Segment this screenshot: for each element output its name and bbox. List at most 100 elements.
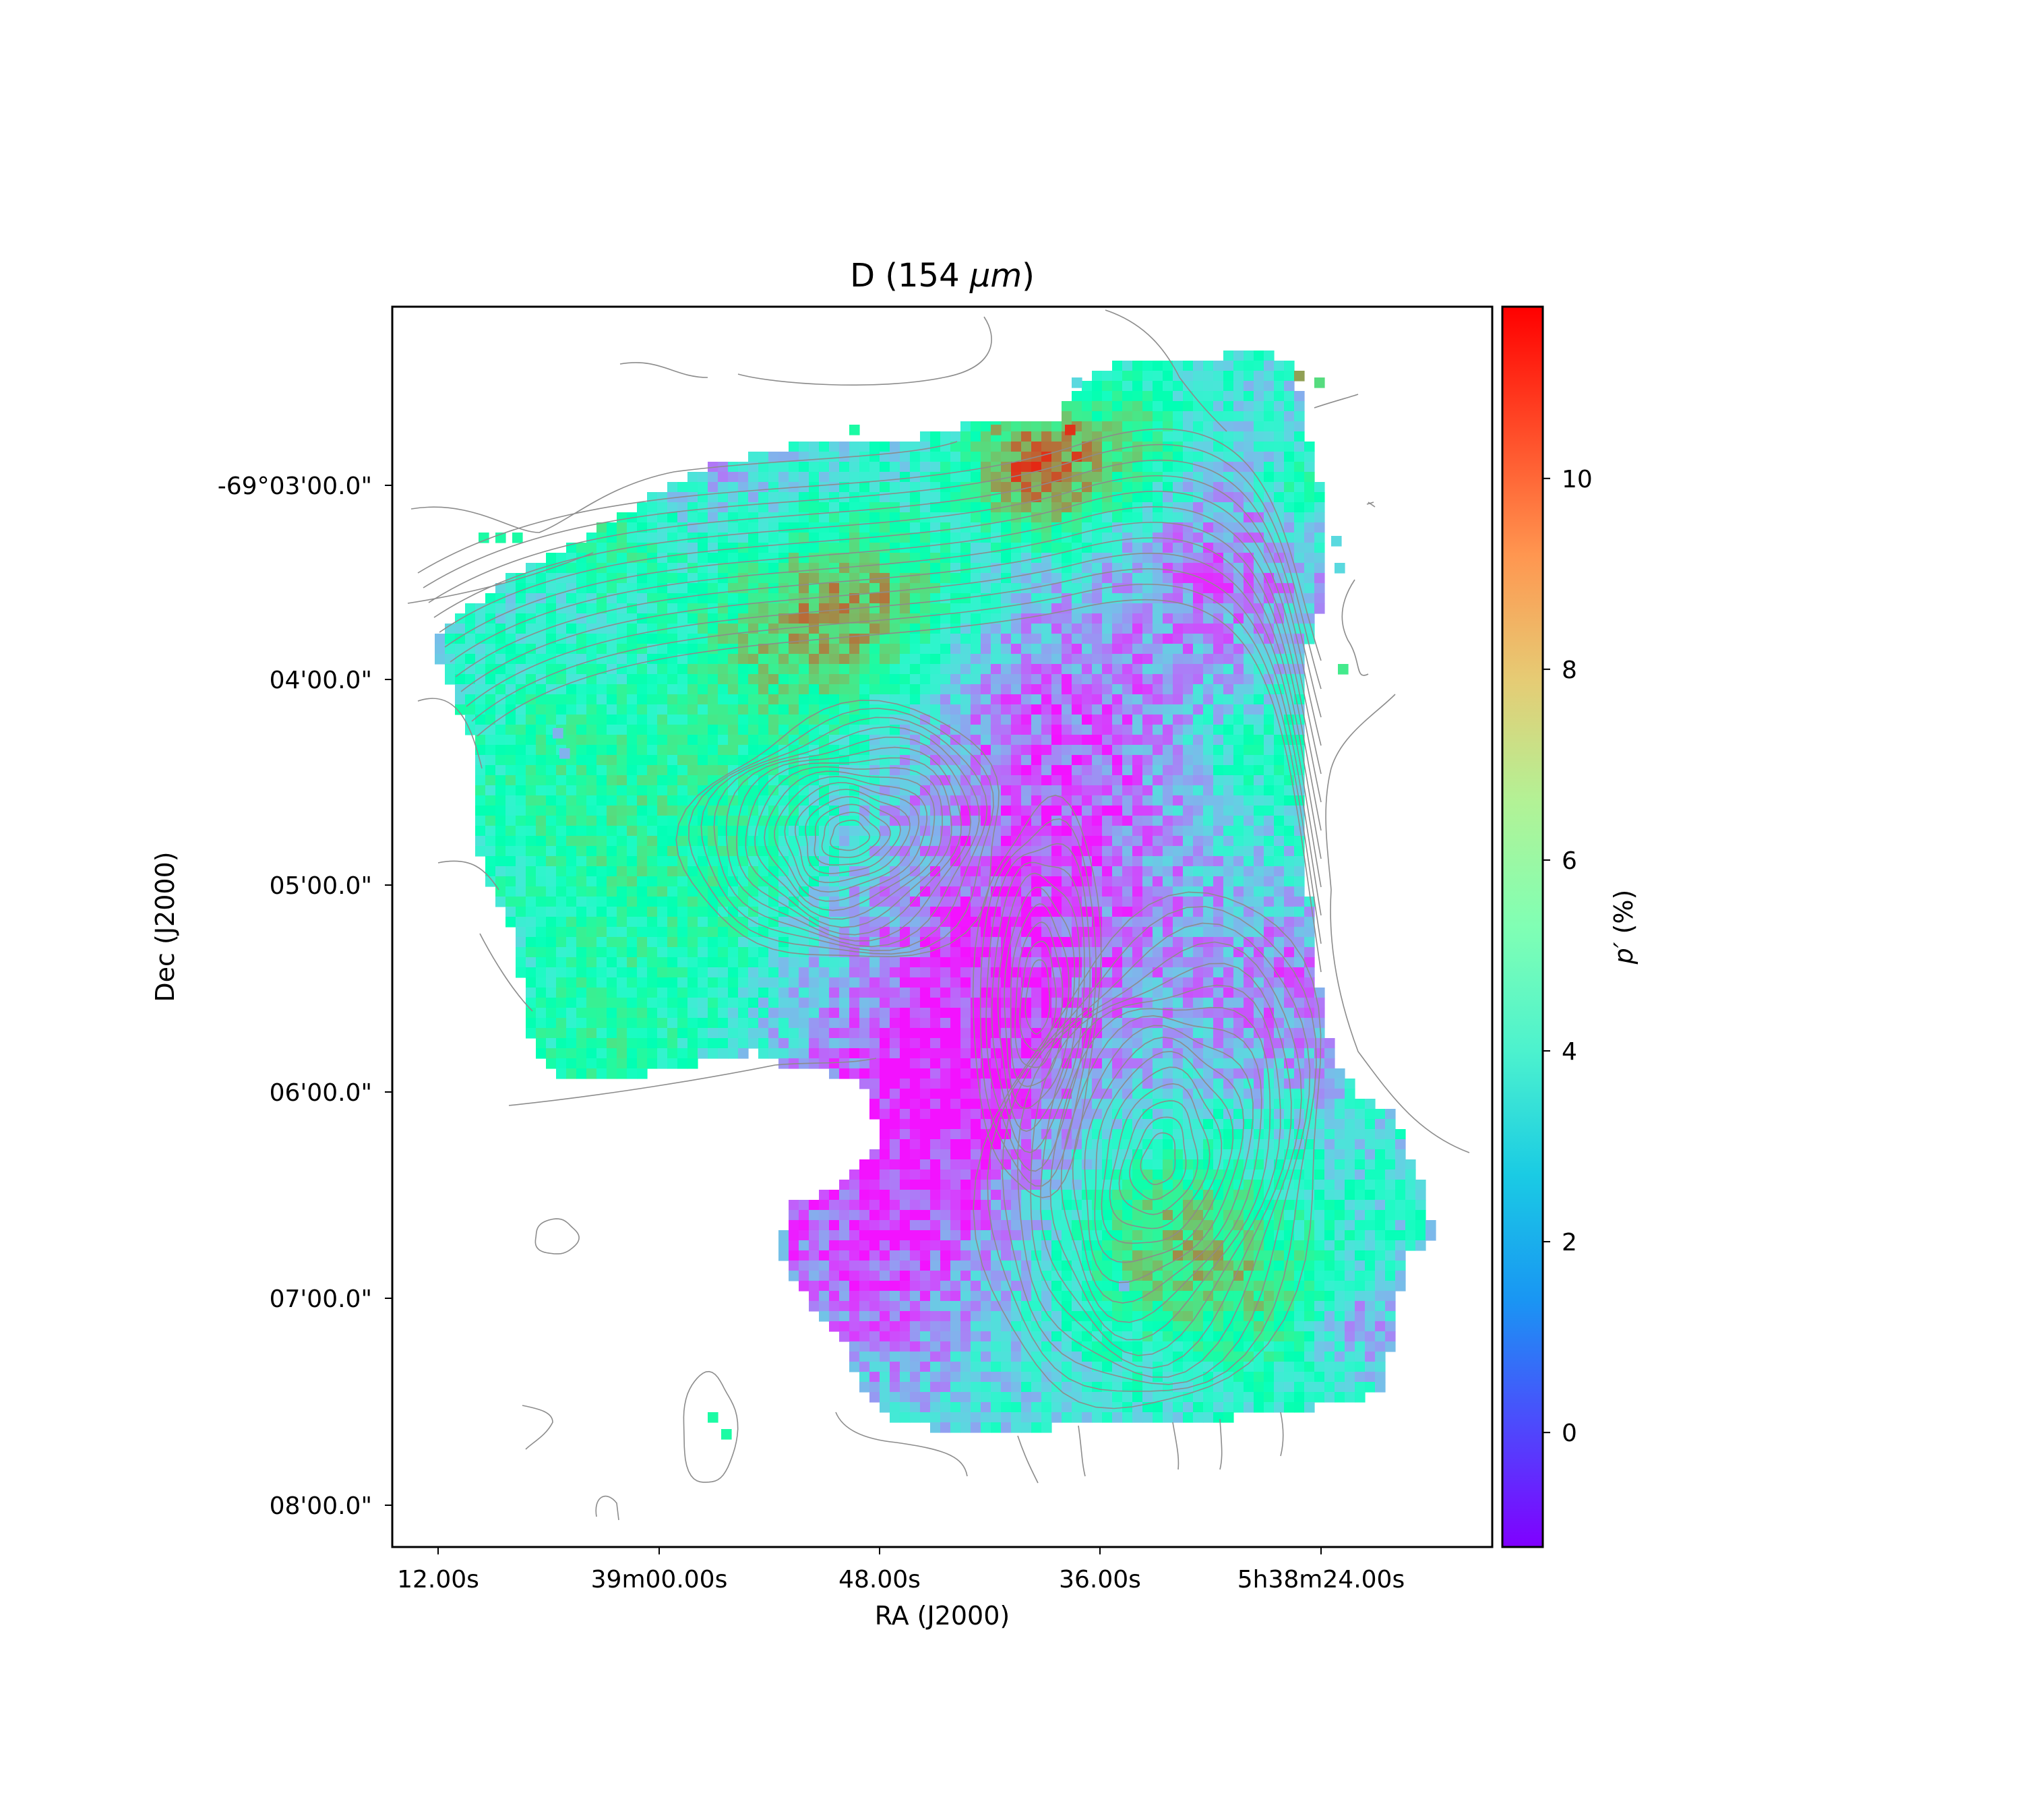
heatmap-cell bbox=[778, 1008, 789, 1019]
heatmap-cell bbox=[1102, 603, 1113, 614]
heatmap-cell bbox=[698, 1008, 708, 1019]
heatmap-cell bbox=[1001, 624, 1012, 634]
heatmap-cell bbox=[950, 664, 961, 675]
heatmap-cell bbox=[1082, 775, 1093, 786]
heatmap-cell bbox=[971, 765, 981, 776]
heatmap-cell bbox=[1294, 886, 1305, 897]
heatmap-cell bbox=[1112, 886, 1123, 897]
heatmap-cell bbox=[960, 1008, 971, 1019]
heatmap-cell bbox=[738, 563, 749, 574]
heatmap-cell bbox=[880, 512, 890, 523]
heatmap-cell bbox=[1213, 816, 1224, 826]
heatmap-cell bbox=[617, 927, 627, 938]
heatmap-cell bbox=[596, 1038, 607, 1049]
heatmap-cell bbox=[1264, 988, 1275, 998]
heatmap-cell bbox=[1122, 644, 1133, 655]
heatmap-cell bbox=[627, 644, 638, 655]
heatmap-cell bbox=[940, 988, 951, 998]
heatmap-cell bbox=[516, 593, 526, 604]
heatmap-cell bbox=[910, 1008, 921, 1019]
heatmap-cell bbox=[768, 886, 779, 897]
heatmap-cell bbox=[687, 725, 698, 735]
heatmap-cell bbox=[829, 907, 840, 917]
heatmap-cell bbox=[657, 957, 668, 968]
heatmap-cell bbox=[748, 998, 759, 1008]
heatmap-cell bbox=[647, 795, 658, 806]
heatmap-cell bbox=[1183, 361, 1194, 371]
heatmap-cell bbox=[637, 1048, 648, 1059]
heatmap-cell bbox=[1304, 957, 1315, 968]
heatmap-cell bbox=[809, 704, 820, 715]
heatmap-cell bbox=[1112, 694, 1123, 705]
heatmap-cell bbox=[890, 583, 900, 594]
heatmap-cell bbox=[1072, 795, 1082, 806]
heatmap-cell bbox=[566, 1048, 577, 1059]
heatmap-cell bbox=[1274, 755, 1285, 766]
heatmap-cell bbox=[677, 998, 688, 1008]
heatmap-cell bbox=[1244, 1038, 1254, 1049]
heatmap-cell bbox=[1021, 644, 1032, 655]
heatmap-cell bbox=[1244, 431, 1254, 442]
heatmap-cell bbox=[768, 664, 779, 675]
heatmap-cell bbox=[1011, 765, 1022, 776]
heatmap-cell bbox=[768, 1038, 779, 1049]
heatmap-cell bbox=[1294, 492, 1305, 503]
heatmap-cell bbox=[1254, 603, 1264, 614]
heatmap-cell bbox=[718, 785, 729, 796]
heatmap-cell bbox=[789, 603, 799, 614]
heatmap-cell bbox=[1213, 988, 1224, 998]
heatmap-cell bbox=[657, 725, 668, 735]
heatmap-cell bbox=[859, 836, 870, 847]
heatmap-cell bbox=[1274, 725, 1285, 735]
heatmap-cell bbox=[1021, 826, 1032, 837]
heatmap-cell bbox=[1264, 1008, 1275, 1019]
heatmap-cell bbox=[546, 745, 557, 756]
heatmap-cell bbox=[930, 715, 941, 725]
heatmap-cell bbox=[799, 512, 809, 523]
heatmap-cell bbox=[991, 1038, 1002, 1049]
heatmap-cell bbox=[698, 775, 708, 786]
heatmap-cell bbox=[465, 715, 476, 725]
heatmap-cell bbox=[758, 644, 769, 655]
heatmap-cell bbox=[1244, 977, 1254, 988]
heatmap-cell bbox=[1132, 381, 1143, 392]
heatmap-cell bbox=[617, 634, 627, 644]
heatmap-cell bbox=[506, 765, 516, 776]
heatmap-cell bbox=[586, 795, 597, 806]
heatmap-cell bbox=[1041, 917, 1052, 928]
heatmap-cell bbox=[1122, 553, 1133, 564]
heatmap-cell bbox=[576, 745, 587, 756]
heatmap-cell bbox=[799, 957, 809, 968]
heatmap-cell bbox=[1223, 533, 1234, 543]
heatmap-cell bbox=[1102, 988, 1113, 998]
heatmap-cell bbox=[920, 745, 931, 756]
heatmap-cell bbox=[1142, 998, 1153, 1008]
heatmap-cell bbox=[991, 998, 1002, 1008]
heatmap-cell bbox=[546, 755, 557, 766]
heatmap-cell bbox=[546, 664, 557, 675]
heatmap-cell bbox=[677, 613, 688, 624]
heatmap-cell bbox=[1122, 927, 1133, 938]
heatmap-cell bbox=[809, 593, 820, 604]
heatmap-cell bbox=[738, 533, 749, 543]
heatmap-cell bbox=[677, 765, 688, 776]
heatmap-cell bbox=[1092, 371, 1103, 382]
heatmap-cell bbox=[1001, 694, 1012, 705]
heatmap-cell bbox=[536, 795, 547, 806]
heatmap-cell bbox=[920, 512, 931, 523]
heatmap-cell bbox=[728, 745, 739, 756]
heatmap-cell bbox=[576, 785, 587, 796]
heatmap-cell bbox=[950, 977, 961, 988]
heatmap-cell bbox=[1041, 522, 1052, 533]
heatmap-cell bbox=[809, 553, 820, 564]
heatmap-cell bbox=[627, 785, 638, 796]
heatmap-cell bbox=[687, 826, 698, 837]
heatmap-cell bbox=[596, 1048, 607, 1059]
heatmap-cell bbox=[859, 735, 870, 746]
heatmap-cell bbox=[1021, 1048, 1032, 1059]
heatmap-cell bbox=[698, 947, 708, 958]
heatmap-cell bbox=[819, 715, 830, 725]
heatmap-cell bbox=[556, 684, 567, 695]
heatmap-cell bbox=[839, 735, 850, 746]
heatmap-cell bbox=[849, 442, 860, 452]
